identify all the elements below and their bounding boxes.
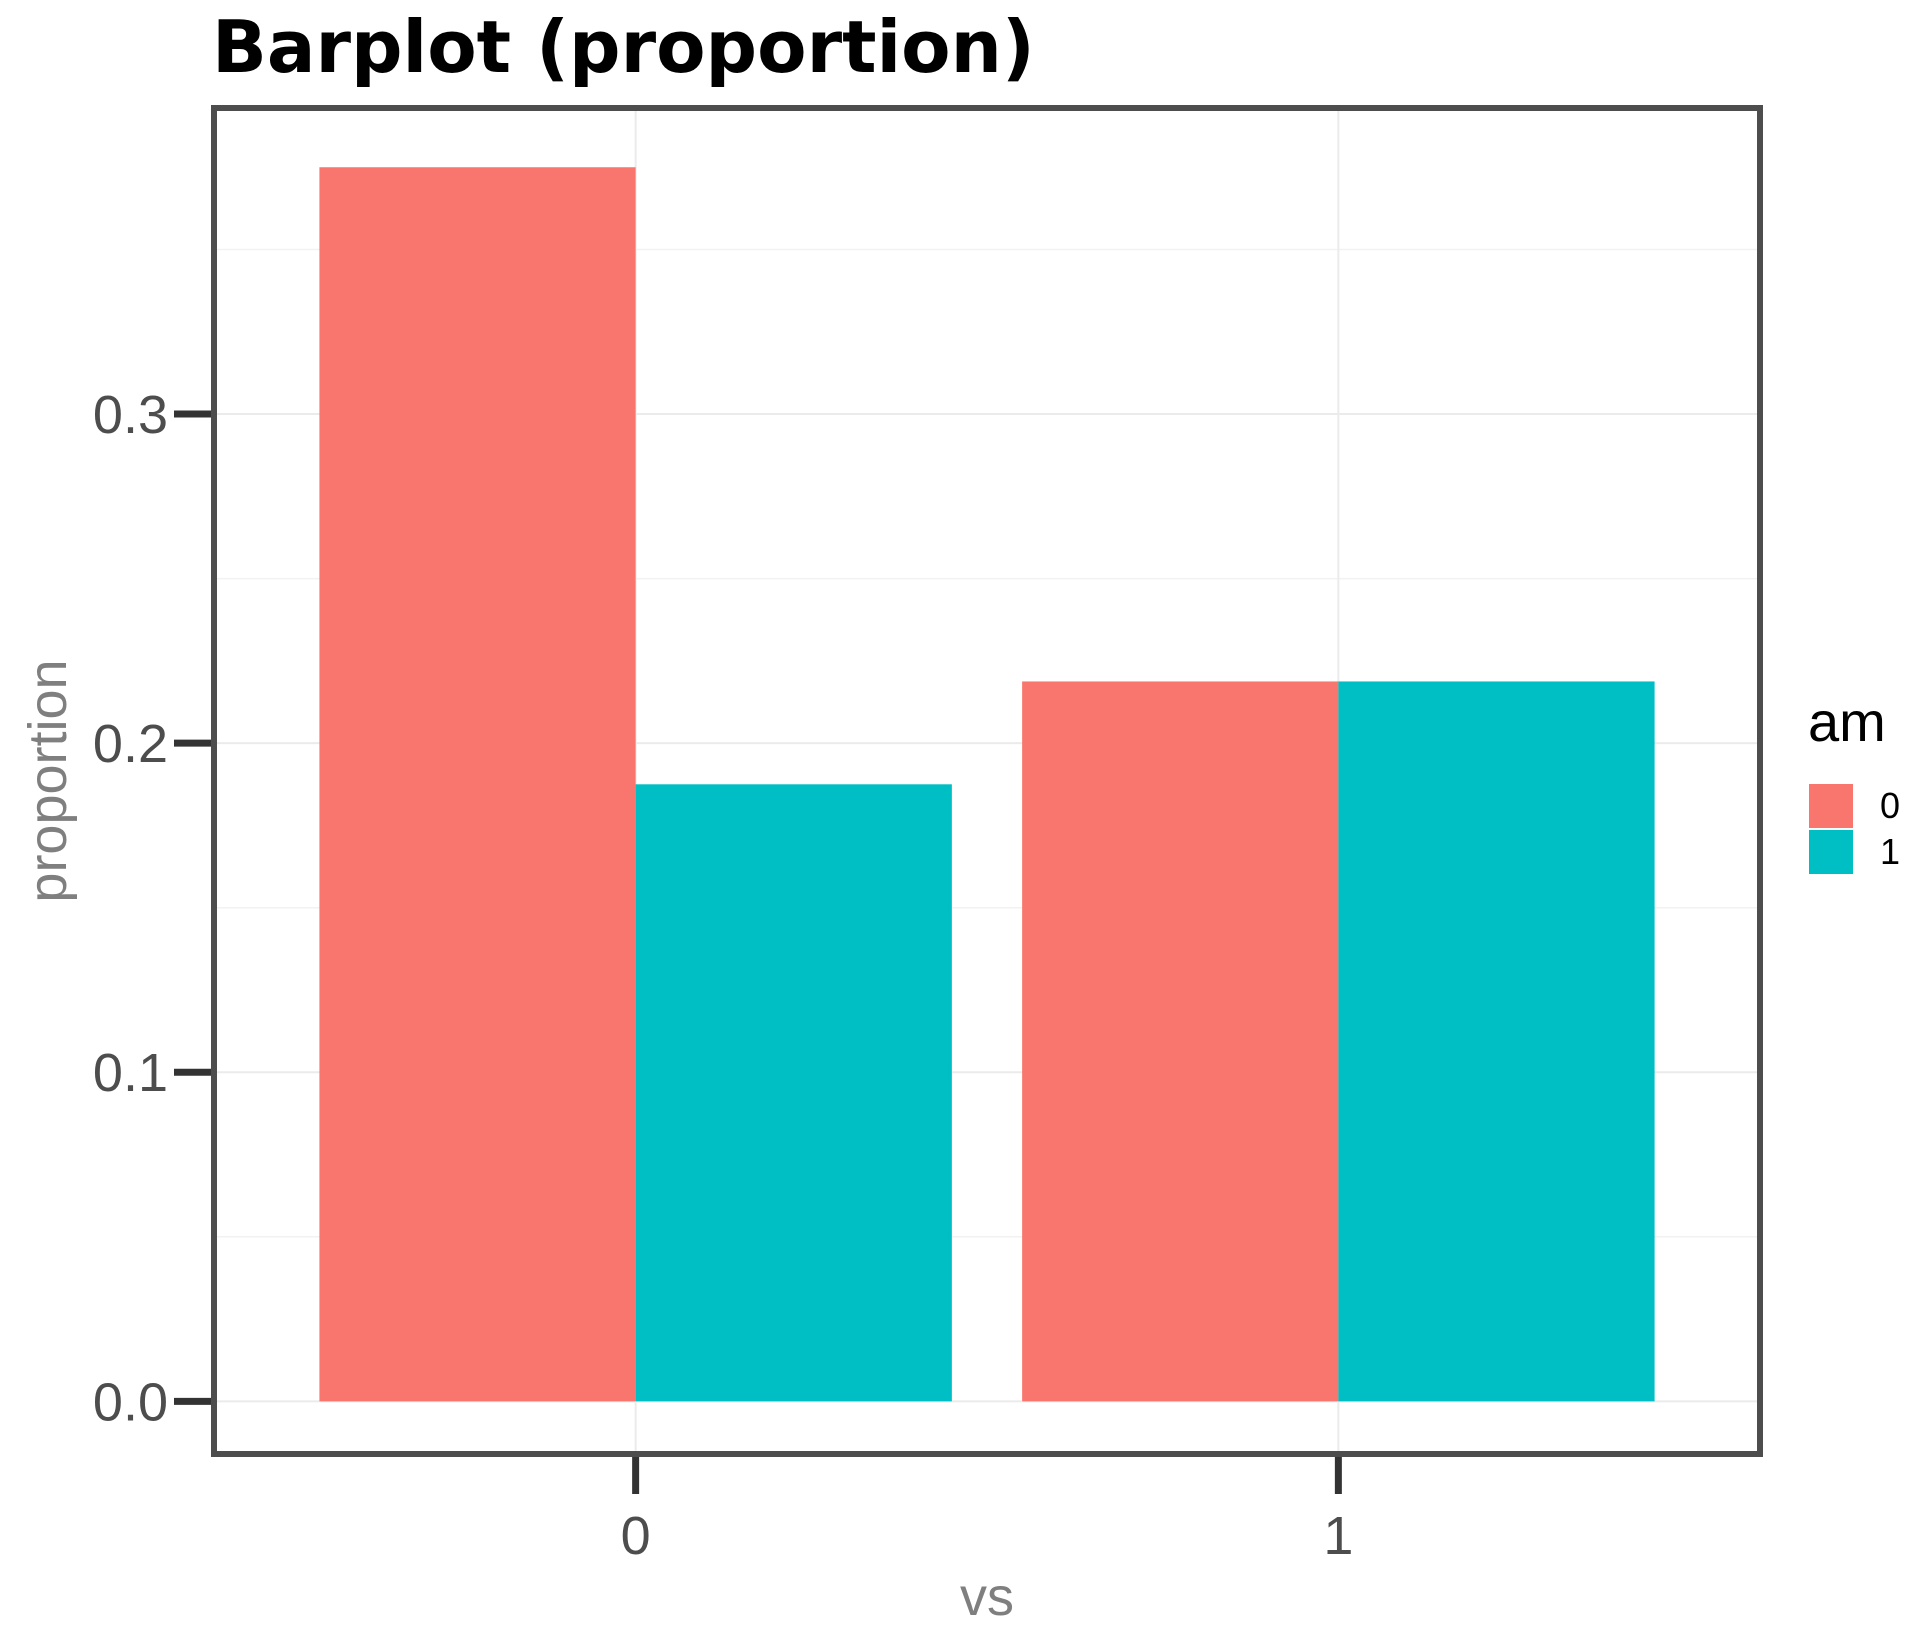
y-axis: 0.0 0.1 0.2 0.3 — [93, 385, 211, 1432]
bars — [319, 167, 1655, 1402]
bar-vs-1-am-0 — [1022, 681, 1339, 1402]
y-tick-label: 0.0 — [93, 1372, 168, 1432]
legend-label-am-1: 1 — [1880, 831, 1900, 872]
chart-title: Barplot (proportion) — [212, 5, 1035, 89]
bar-vs-1-am-1 — [1338, 681, 1655, 1402]
x-tick-label: 0 — [621, 1506, 651, 1566]
y-tick-label: 0.3 — [93, 385, 168, 445]
x-axis-title: vs — [960, 1567, 1014, 1627]
plot-panel-border — [211, 105, 1763, 1457]
legend-key-am-0 — [1809, 784, 1853, 828]
y-tick-label: 0.2 — [93, 714, 168, 774]
legend-key-am-1 — [1809, 830, 1853, 874]
y-axis-title: proportion — [18, 659, 78, 902]
bar-vs-0-am-0 — [319, 167, 636, 1402]
legend-title: am — [1808, 690, 1886, 753]
y-tick-label: 0.1 — [93, 1043, 168, 1103]
legend: am 0 1 — [1808, 690, 1900, 874]
legend-label-am-0: 0 — [1880, 785, 1900, 826]
bar-vs-0-am-1 — [635, 784, 952, 1402]
x-tick-label: 1 — [1323, 1506, 1353, 1566]
